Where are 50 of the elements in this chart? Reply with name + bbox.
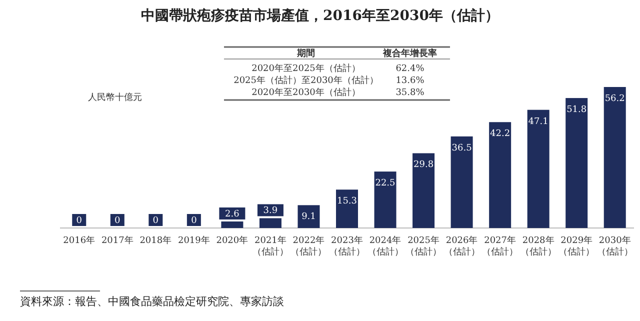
text: 2020年至2025年（估計） [252,63,360,74]
annotation: 2020年至2030年（估計） [252,87,360,98]
data-label: 0 [76,216,82,226]
x-tick-label: 2016年 [63,235,96,246]
text: 複合年增長率 [382,48,437,59]
x-tick-label: 2017年 [101,235,134,246]
data-label: 9.1 [302,212,316,222]
data-label: 51.8 [566,105,587,116]
text: 期間 [296,48,315,59]
data-label: 47.1 [528,116,548,127]
text: 2025年（估計）至2030年（估計） [234,75,378,86]
bar [566,98,588,228]
data-label: 15.3 [336,196,358,207]
y-axis-title: 人民幣十億元 [88,92,142,103]
annotation: 35.8% [396,88,425,98]
x-tick-label: 2020年 [216,235,248,246]
x-tick-label: 2027年（估計） [482,235,518,258]
chart-title: 中國帶狀疱疹疫苗市場產值，2016年至2030年（估計） [141,7,499,24]
text: 62.4% [396,64,425,74]
bar [527,110,550,228]
x-tick-label: 2024年（估計） [367,235,404,258]
x-tick-label: 2019年 [178,235,210,246]
data-label: 2.6 [225,209,240,220]
text: 13.6% [396,76,425,86]
data-label: 42.2 [490,129,510,140]
x-tick-label: 2029年（估計） [558,235,595,258]
x-tick-label: 2022年（估計） [290,235,327,258]
x-tick-label: 2028年（估計） [520,235,556,258]
bar [374,172,396,228]
x-tick-label: 2030年（估計） [596,235,633,258]
x-tick-label: 2021年（估計） [252,235,288,258]
x-tick-label: 2023年（估計） [329,235,365,258]
x-tick-label: 2018年 [140,235,172,246]
data-label: 0 [152,216,159,226]
bar [489,122,512,228]
bar [450,136,473,228]
data-label: 29.8 [414,160,434,170]
data-label: 0 [191,216,198,226]
bar [298,205,320,228]
x-tick-label: 2026年（估計） [444,235,480,258]
bar [336,190,358,228]
bar [412,153,435,228]
x-tick-label: 2025年（估計） [406,235,442,258]
bar [604,87,626,228]
data-label: 0 [114,216,121,226]
data-label: 36.5 [452,143,472,154]
source-note: 資料來源：報告、中國食品藥品檢定研究院、專家訪談 [20,295,284,308]
data-label: 56.2 [604,94,625,104]
data-label: 3.9 [263,206,278,216]
data-label: 22.5 [375,178,396,189]
